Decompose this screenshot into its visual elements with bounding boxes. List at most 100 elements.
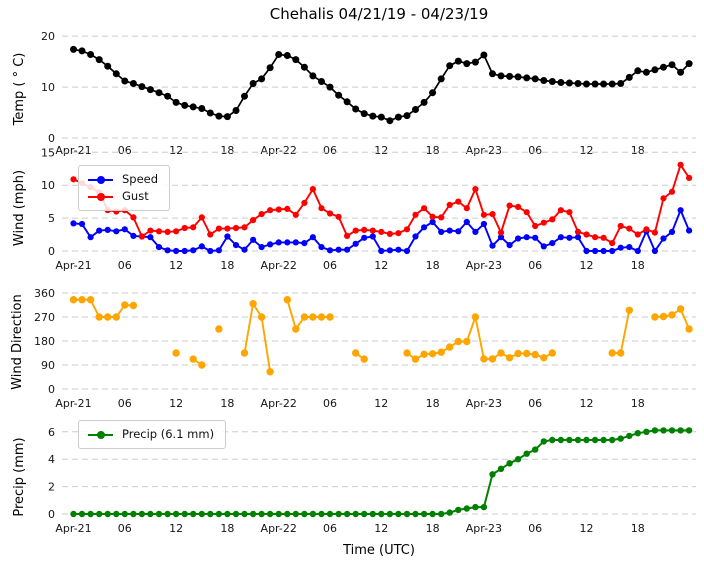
data-point	[574, 80, 582, 87]
data-point	[677, 68, 685, 76]
data-point	[369, 510, 376, 518]
data-point	[480, 503, 488, 511]
data-point	[395, 246, 402, 253]
data-point	[292, 211, 299, 218]
data-point	[207, 231, 214, 238]
data-point	[583, 436, 590, 444]
x-tick-label: 06	[528, 259, 542, 272]
data-point	[403, 510, 411, 518]
data-point	[343, 510, 351, 518]
x-tick-label: 06	[323, 259, 337, 272]
x-tick-label: Apr-21	[55, 259, 91, 272]
data-point	[421, 205, 428, 212]
y-tick-label: 360	[34, 287, 55, 300]
data-point	[181, 101, 189, 109]
data-point	[489, 70, 496, 78]
data-point	[668, 427, 676, 434]
x-tick-label: 18	[631, 144, 645, 157]
data-point	[609, 240, 616, 247]
data-point	[215, 510, 223, 518]
data-point	[591, 80, 599, 88]
data-point	[207, 510, 214, 518]
data-point	[173, 247, 180, 255]
data-point	[335, 246, 342, 253]
x-tick-label: 18	[631, 522, 645, 535]
data-point	[686, 227, 693, 234]
precip-axis-label: Precip (mm)	[12, 437, 27, 517]
data-point	[591, 436, 599, 444]
precip-legend-label: Precip (6.1 mm)	[122, 427, 215, 441]
data-point	[147, 234, 154, 241]
data-point	[557, 234, 565, 241]
data-point	[497, 465, 505, 472]
data-point	[660, 427, 667, 434]
y-tick-label: 0	[48, 132, 55, 145]
data-point	[130, 510, 137, 518]
data-point	[531, 75, 539, 83]
data-point	[292, 325, 300, 333]
data-point	[87, 234, 94, 241]
data-point	[626, 225, 633, 232]
data-point	[463, 205, 470, 212]
x-tick-label: Apr-23	[466, 522, 502, 535]
y-tick-label: 180	[34, 335, 55, 348]
data-point	[497, 234, 505, 241]
data-point	[617, 349, 625, 357]
data-point	[95, 56, 103, 64]
data-point	[600, 80, 608, 88]
data-point	[275, 206, 282, 213]
data-point	[626, 432, 633, 440]
data-point	[532, 222, 539, 230]
data-point	[378, 247, 385, 255]
data-point	[147, 510, 154, 518]
data-point	[155, 228, 163, 235]
x-tick-label: Apr-22	[261, 144, 297, 157]
data-point	[428, 350, 437, 358]
data-point	[438, 510, 445, 518]
data-point	[198, 105, 206, 112]
x-tick-label: 18	[220, 522, 234, 535]
data-point	[455, 506, 462, 514]
data-point	[583, 247, 590, 255]
data-point	[506, 242, 513, 249]
data-point	[609, 247, 616, 255]
y-tick-label: 0	[48, 245, 55, 258]
y-tick-label: 2	[48, 481, 55, 494]
x-tick-label: Apr-21	[55, 144, 91, 157]
data-point	[411, 355, 420, 363]
data-point	[335, 91, 343, 99]
data-point	[480, 220, 487, 228]
y-tick-label: 5	[48, 212, 55, 225]
data-point	[275, 510, 282, 518]
data-point	[267, 241, 274, 248]
data-point	[164, 510, 171, 518]
data-point	[215, 225, 222, 232]
data-point	[352, 105, 360, 113]
data-point	[129, 301, 138, 310]
data-point	[301, 199, 308, 206]
data-point	[403, 247, 411, 255]
data-point	[241, 246, 248, 253]
x-tick-label: 06	[118, 144, 132, 157]
data-point	[250, 236, 257, 243]
data-point	[489, 471, 496, 478]
x-tick-label: 18	[220, 144, 234, 157]
legend-entry-gust: Gust	[88, 188, 158, 205]
x-tick-label: Apr-21	[55, 397, 91, 410]
data-point	[223, 113, 231, 121]
data-point	[147, 227, 154, 234]
data-point	[232, 107, 240, 114]
data-point	[429, 218, 436, 226]
x-tick-label: 18	[631, 259, 645, 272]
data-point	[326, 313, 334, 321]
data-point	[412, 233, 419, 240]
data-point	[352, 227, 359, 234]
data-point	[301, 240, 308, 247]
data-point	[634, 67, 642, 75]
data-point	[634, 231, 641, 238]
data-point	[651, 66, 659, 74]
data-point	[215, 325, 223, 333]
data-point	[326, 247, 334, 254]
y-tick-label: 4	[48, 453, 55, 466]
